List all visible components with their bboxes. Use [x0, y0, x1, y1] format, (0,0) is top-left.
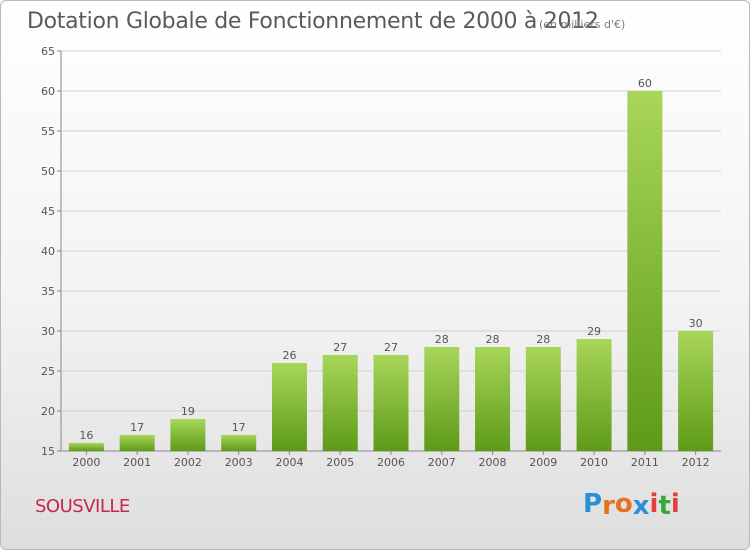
bar	[68, 443, 104, 451]
chart-title: Dotation Globale de Fonctionnement de 20…	[27, 9, 599, 34]
data-label: 29	[587, 325, 601, 338]
x-tick-label: 2005	[326, 456, 354, 469]
data-label: 28	[435, 333, 449, 346]
x-tick-label: 2006	[377, 456, 405, 469]
x-tick-label: 2012	[682, 456, 710, 469]
logo-letter: i	[670, 489, 680, 519]
y-tick-label: 55	[41, 125, 55, 138]
data-labels: 16 17 19 17 26 27 27 28 28 28 29 60 30	[79, 77, 702, 442]
logo-letter: o	[614, 489, 633, 519]
x-tick-label: 2004	[275, 456, 303, 469]
chart-subtitle: (en milliers d'€)	[539, 18, 626, 31]
y-tick-label: 45	[41, 205, 55, 218]
logo-letter: i	[649, 489, 659, 519]
y-tick-label: 40	[41, 245, 55, 258]
bar	[475, 347, 511, 451]
y-tick-label: 50	[41, 165, 55, 178]
data-label: 26	[282, 349, 296, 362]
place-name: SOUSVILLE	[35, 496, 130, 517]
bar	[221, 435, 257, 451]
x-tick-label: 2010	[580, 456, 608, 469]
data-label: 27	[333, 341, 347, 354]
x-tick-label: 2008	[479, 456, 507, 469]
logo-letter: P	[583, 489, 603, 519]
bar	[170, 419, 206, 451]
data-label: 16	[79, 429, 93, 442]
y-tick-label: 65	[41, 45, 55, 58]
data-label: 30	[689, 317, 703, 330]
x-tick-label: 2001	[123, 456, 151, 469]
logo-letter: x	[632, 491, 650, 521]
y-tick-label: 15	[41, 445, 55, 458]
data-label: 27	[384, 341, 398, 354]
x-tick-label: 2011	[631, 456, 659, 469]
bar	[576, 339, 612, 451]
x-tick-label: 2002	[174, 456, 202, 469]
y-tick-label: 60	[41, 85, 55, 98]
data-label: 17	[130, 421, 144, 434]
bar	[424, 347, 460, 451]
x-tick-label: 2007	[428, 456, 456, 469]
logo-letter: t	[658, 491, 671, 521]
bars	[68, 91, 714, 451]
y-tick-label: 30	[41, 325, 55, 338]
bar	[119, 435, 155, 451]
y-tick-label: 25	[41, 365, 55, 378]
x-tick-label: 2009	[529, 456, 557, 469]
bar	[678, 331, 714, 451]
logo-letter: r	[602, 491, 615, 521]
y-tick-label: 35	[41, 285, 55, 298]
data-label: 28	[486, 333, 500, 346]
bar	[627, 91, 663, 451]
y-tick-label: 20	[41, 405, 55, 418]
bar	[322, 355, 358, 451]
bar	[271, 363, 307, 451]
data-label: 19	[181, 405, 195, 418]
bar	[373, 355, 409, 451]
x-tick-label: 2003	[225, 456, 253, 469]
data-label: 60	[638, 77, 652, 90]
proxiti-logo: Proxiti	[583, 489, 680, 521]
data-label: 28	[536, 333, 550, 346]
bar	[525, 347, 561, 451]
x-tick-label: 2000	[72, 456, 100, 469]
data-label: 17	[232, 421, 246, 434]
